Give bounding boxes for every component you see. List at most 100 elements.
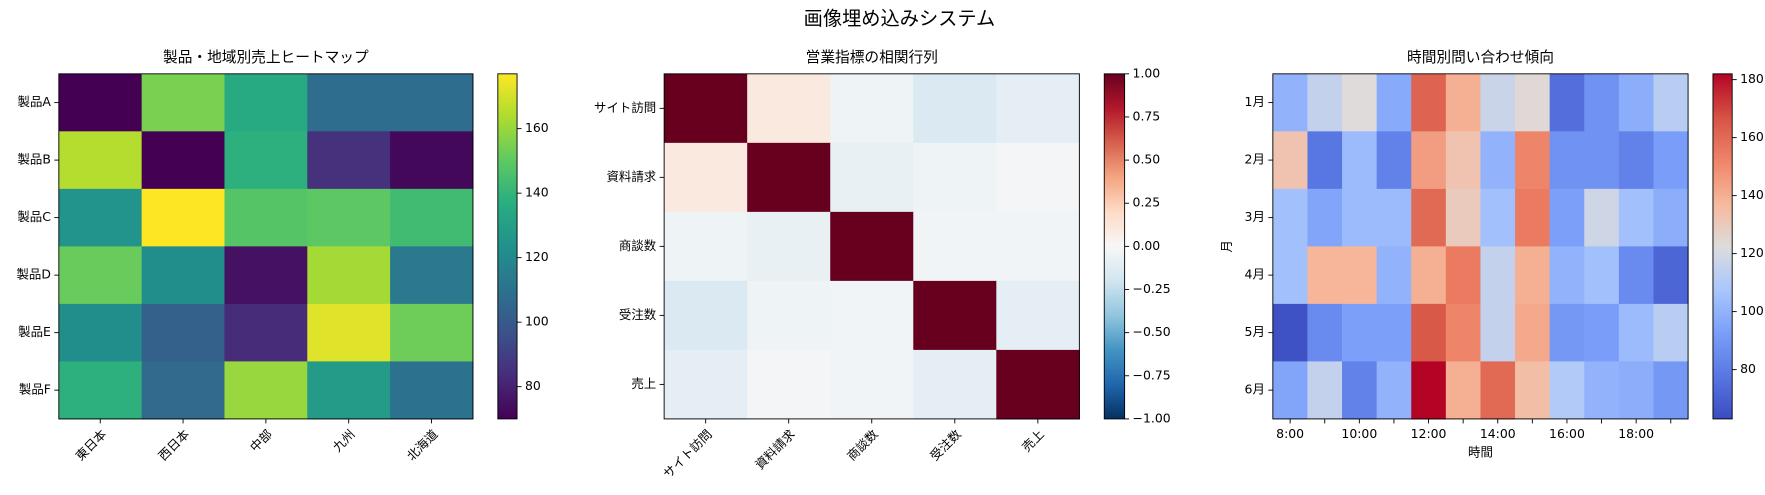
- colorbar-tick-label: 160: [1740, 129, 1764, 144]
- heatmap-cell: [1549, 73, 1585, 132]
- heatmap-cell: [307, 303, 391, 362]
- y-tick-label: 売上: [631, 376, 656, 391]
- x-tick-label: 18:00: [1618, 426, 1654, 441]
- heatmap-cell: [1618, 361, 1655, 420]
- y-tick-label: 受注数: [619, 307, 657, 322]
- heatmap-cell: [1376, 246, 1412, 305]
- heatmap-cell: [1272, 131, 1309, 190]
- y-tick-label: 製品C: [17, 209, 51, 224]
- heatmap-cell: [1342, 303, 1378, 362]
- heatmap-cell: [1445, 246, 1482, 305]
- x-tick-label: 16:00: [1549, 426, 1585, 441]
- heatmap-cell: [830, 211, 914, 282]
- heatmap-cell: [1653, 73, 1689, 132]
- colorbar-tick-label: 180: [1740, 71, 1764, 86]
- colorbar-tick-label: 120: [1740, 245, 1764, 260]
- colorbar-tick-label: 0.75: [1133, 108, 1161, 123]
- heatmap-cell: [1376, 73, 1412, 132]
- heatmap-cell: [1480, 303, 1516, 362]
- heatmap-cell: [307, 131, 391, 190]
- heatmap-cell: [224, 303, 308, 362]
- heatmap-cell: [58, 246, 143, 305]
- heatmap-cell: [1584, 361, 1620, 420]
- chart-title: 時間別問い合わせ傾向: [1407, 49, 1554, 66]
- y-tick-label: 1月: [1245, 94, 1265, 109]
- heatmap-cell: [307, 73, 391, 132]
- heatmap-cell: [1307, 73, 1343, 132]
- heatmap-cell: [830, 349, 914, 420]
- x-tick-label: 14:00: [1480, 426, 1516, 441]
- x-tick-label: 受注数: [927, 426, 964, 463]
- heatmap-cell: [1584, 73, 1620, 132]
- heatmap-cell: [664, 73, 748, 144]
- colorbar-tick-label: 140: [1740, 187, 1764, 202]
- axes-frame: [1272, 73, 1689, 420]
- heatmap-cell: [390, 303, 474, 362]
- x-axis-label: 時間: [1468, 444, 1493, 459]
- heatmap-cell: [1549, 188, 1585, 247]
- colorbar-tick-label: 100: [525, 314, 549, 329]
- heatmap-cell: [1445, 131, 1482, 190]
- heatmap-cell: [996, 211, 1080, 282]
- heatmap-cell: [390, 188, 474, 247]
- heatmap-cell: [1272, 188, 1309, 247]
- heatmap-cell: [58, 361, 143, 420]
- heatmap-cell: [224, 73, 308, 132]
- x-tick-label: 売上: [1019, 426, 1047, 454]
- heatmap-cell: [1480, 361, 1516, 420]
- heatmap-cell: [996, 73, 1080, 144]
- heatmap-cell: [58, 73, 143, 132]
- heatmap-cell: [913, 142, 997, 213]
- colorbar-tick-label: 100: [1740, 303, 1764, 318]
- y-tick-label: サイト訪問: [594, 100, 656, 115]
- heatmap-cell: [747, 349, 831, 420]
- colorbar-tick-label: 80: [1740, 361, 1756, 376]
- heatmap-cell: [390, 361, 474, 420]
- colorbar-tick-label: 120: [525, 249, 549, 264]
- heatmap-cell: [1411, 303, 1447, 362]
- heatmap-cell: [1584, 131, 1620, 190]
- colorbar: [497, 73, 518, 420]
- heatmap-cell: [1411, 361, 1447, 420]
- heatmap-cell: [141, 361, 226, 420]
- x-tick-label: 九州: [330, 426, 358, 454]
- heatmap-cell: [1618, 73, 1655, 132]
- heatmap-cell: [1584, 303, 1620, 362]
- y-tick-label: 4月: [1245, 267, 1265, 282]
- heatmap-cell: [1515, 188, 1551, 247]
- heatmap-cell: [1272, 73, 1309, 132]
- heatmap-cell: [664, 349, 748, 420]
- y-tick-label: 製品D: [16, 267, 50, 282]
- heatmap-cell: [1618, 246, 1655, 305]
- colorbar-tick-label: 0.50: [1133, 152, 1161, 167]
- heatmap-cell: [1376, 303, 1412, 362]
- colorbar-tick-label: −0.50: [1133, 324, 1171, 339]
- heatmap-cell: [1342, 361, 1378, 420]
- y-axis-label: 月: [1219, 240, 1234, 252]
- x-tick-label: 西日本: [155, 426, 192, 463]
- x-tick-label: 8:00: [1276, 426, 1304, 441]
- heatmap-cell: [1342, 246, 1378, 305]
- heatmap-cell: [1376, 131, 1412, 190]
- heatmap-cell: [996, 280, 1080, 351]
- y-tick-label: 商談数: [619, 238, 657, 253]
- heatmap-cell: [996, 349, 1080, 420]
- heatmap-cell: [913, 211, 997, 282]
- heatmap-cell: [141, 131, 226, 190]
- chart-title: 製品・地域別売上ヒートマップ: [163, 49, 369, 66]
- colorbar-tick-label: 0.25: [1133, 195, 1161, 210]
- y-tick-label: 製品A: [18, 94, 52, 109]
- y-tick-label: 資料請求: [606, 169, 656, 184]
- heatmap-cell: [141, 188, 226, 247]
- x-tick-label: 商談数: [844, 426, 881, 463]
- heatmap-cell: [1549, 246, 1585, 305]
- heatmap-cell: [664, 142, 748, 213]
- heatmap-cell: [1480, 188, 1516, 247]
- heatmap-cell: [1445, 73, 1482, 132]
- y-tick-label: 製品B: [17, 152, 50, 167]
- heatmap-cell: [664, 280, 748, 351]
- colorbar-tick-label: 160: [525, 120, 549, 135]
- heatmap-cell: [307, 188, 391, 247]
